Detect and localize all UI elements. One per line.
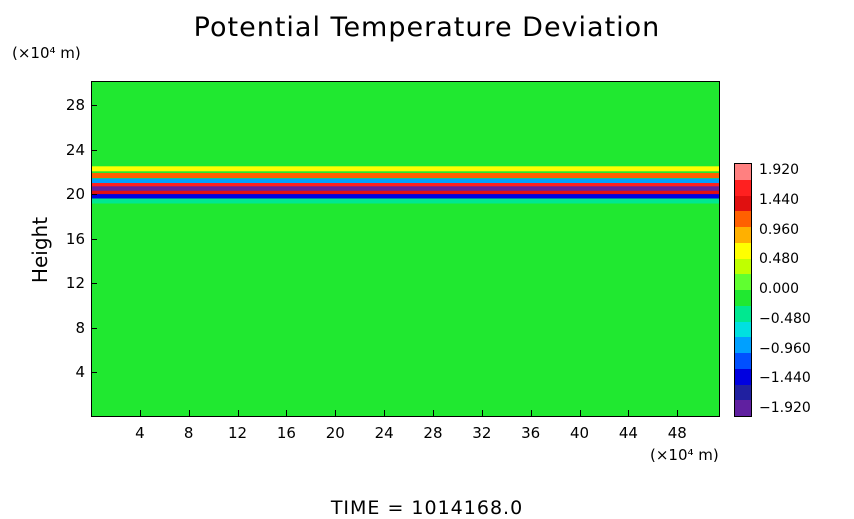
- chart-title: Potential Temperature Deviation: [193, 12, 661, 43]
- heatmap-background: [92, 82, 719, 416]
- colorbar-swatch: [735, 400, 751, 416]
- time-footer: TIME = 1014168.0: [330, 497, 524, 519]
- y-tick-label: 16: [65, 229, 85, 248]
- colorbar-swatch: [735, 227, 751, 243]
- heatmap-band-2: [92, 178, 719, 184]
- colorbar-label: 0.480: [759, 251, 800, 268]
- x-tick-mark: [530, 410, 532, 416]
- x-tick-mark: [628, 410, 630, 416]
- colorbar: [734, 163, 752, 417]
- x-tick-mark: [139, 410, 141, 416]
- y-axis-unit: (×10⁴ m): [12, 44, 81, 62]
- y-tick-mark: [91, 372, 97, 374]
- colorbar-swatch: [735, 305, 751, 322]
- x-tick-label: 8: [183, 424, 194, 442]
- x-tick-mark: [481, 410, 483, 416]
- y-tick-mark: [91, 194, 97, 196]
- x-tick-mark: [579, 410, 581, 416]
- colorbar-swatch: [735, 384, 751, 401]
- colorbar-label: 1.920: [759, 162, 800, 178]
- colorbar-swatch: [735, 164, 751, 180]
- colorbar-swatch: [735, 274, 751, 290]
- x-tick-label: 24: [374, 424, 394, 442]
- colorbar-swatch: [735, 368, 751, 385]
- x-tick-label: 16: [276, 424, 296, 442]
- heatmap-plot-area: [91, 81, 720, 417]
- heatmap-band-4: [92, 186, 719, 192]
- colorbar-swatch: [735, 337, 751, 353]
- y-tick-label: 20: [65, 185, 85, 204]
- y-tick-mark: [91, 238, 97, 240]
- x-tick-mark: [384, 410, 386, 416]
- x-tick-label: 36: [521, 424, 541, 442]
- x-tick-label: 12: [228, 424, 248, 442]
- heatmap-band-1: [92, 173, 719, 178]
- x-tick-mark: [335, 410, 337, 416]
- colorbar-swatch: [735, 179, 751, 196]
- y-tick-mark: [91, 283, 97, 285]
- heatmap-band-7: [92, 198, 719, 204]
- y-tick-label: 12: [65, 274, 85, 293]
- colorbar-swatch: [735, 353, 751, 369]
- colorbar-label: −0.480: [759, 310, 811, 327]
- colorbar-swatch: [735, 258, 751, 275]
- colorbar-label: 1.440: [759, 191, 800, 208]
- x-tick-label: 28: [423, 424, 443, 442]
- y-tick-label: 4: [75, 363, 85, 382]
- colorbar-swatch: [735, 321, 751, 338]
- x-tick-mark: [677, 410, 679, 416]
- x-tick-mark: [188, 410, 190, 416]
- x-tick-mark: [432, 410, 434, 416]
- colorbar-swatch: [735, 211, 751, 227]
- colorbar-label: 0.000: [759, 281, 800, 297]
- heatmap-band-6: [92, 194, 719, 200]
- colorbar-label: 0.960: [759, 221, 800, 238]
- colorbar-swatch: [735, 290, 751, 306]
- heatmap-band-3: [92, 183, 719, 188]
- y-axis-label: Height: [28, 216, 52, 284]
- x-tick-label: 20: [325, 424, 345, 442]
- x-tick-label: 48: [667, 424, 687, 442]
- heatmap-field: [92, 82, 719, 416]
- colorbar-swatch: [735, 195, 751, 212]
- y-tick-mark: [91, 149, 97, 151]
- y-tick-mark: [91, 105, 97, 107]
- y-tick-label: 8: [75, 318, 85, 337]
- x-axis-unit: (×10⁴ m): [650, 446, 719, 464]
- x-tick-label: 32: [472, 424, 492, 442]
- x-tick-mark: [286, 410, 288, 416]
- heatmap-band-5: [92, 190, 719, 196]
- x-tick-label: 4: [135, 424, 145, 442]
- x-tick-label: 44: [618, 424, 638, 442]
- y-tick-mark: [91, 327, 97, 329]
- colorbar-label: −0.960: [759, 340, 811, 357]
- x-tick-mark: [237, 410, 239, 416]
- colorbar-label: −1.920: [759, 400, 811, 416]
- x-tick-label: 40: [569, 424, 590, 442]
- y-tick-label: 24: [65, 140, 85, 159]
- colorbar-label: −1.440: [759, 370, 811, 387]
- y-tick-label: 28: [65, 96, 85, 115]
- colorbar-swatch: [735, 242, 751, 259]
- heatmap-band-0: [92, 166, 719, 172]
